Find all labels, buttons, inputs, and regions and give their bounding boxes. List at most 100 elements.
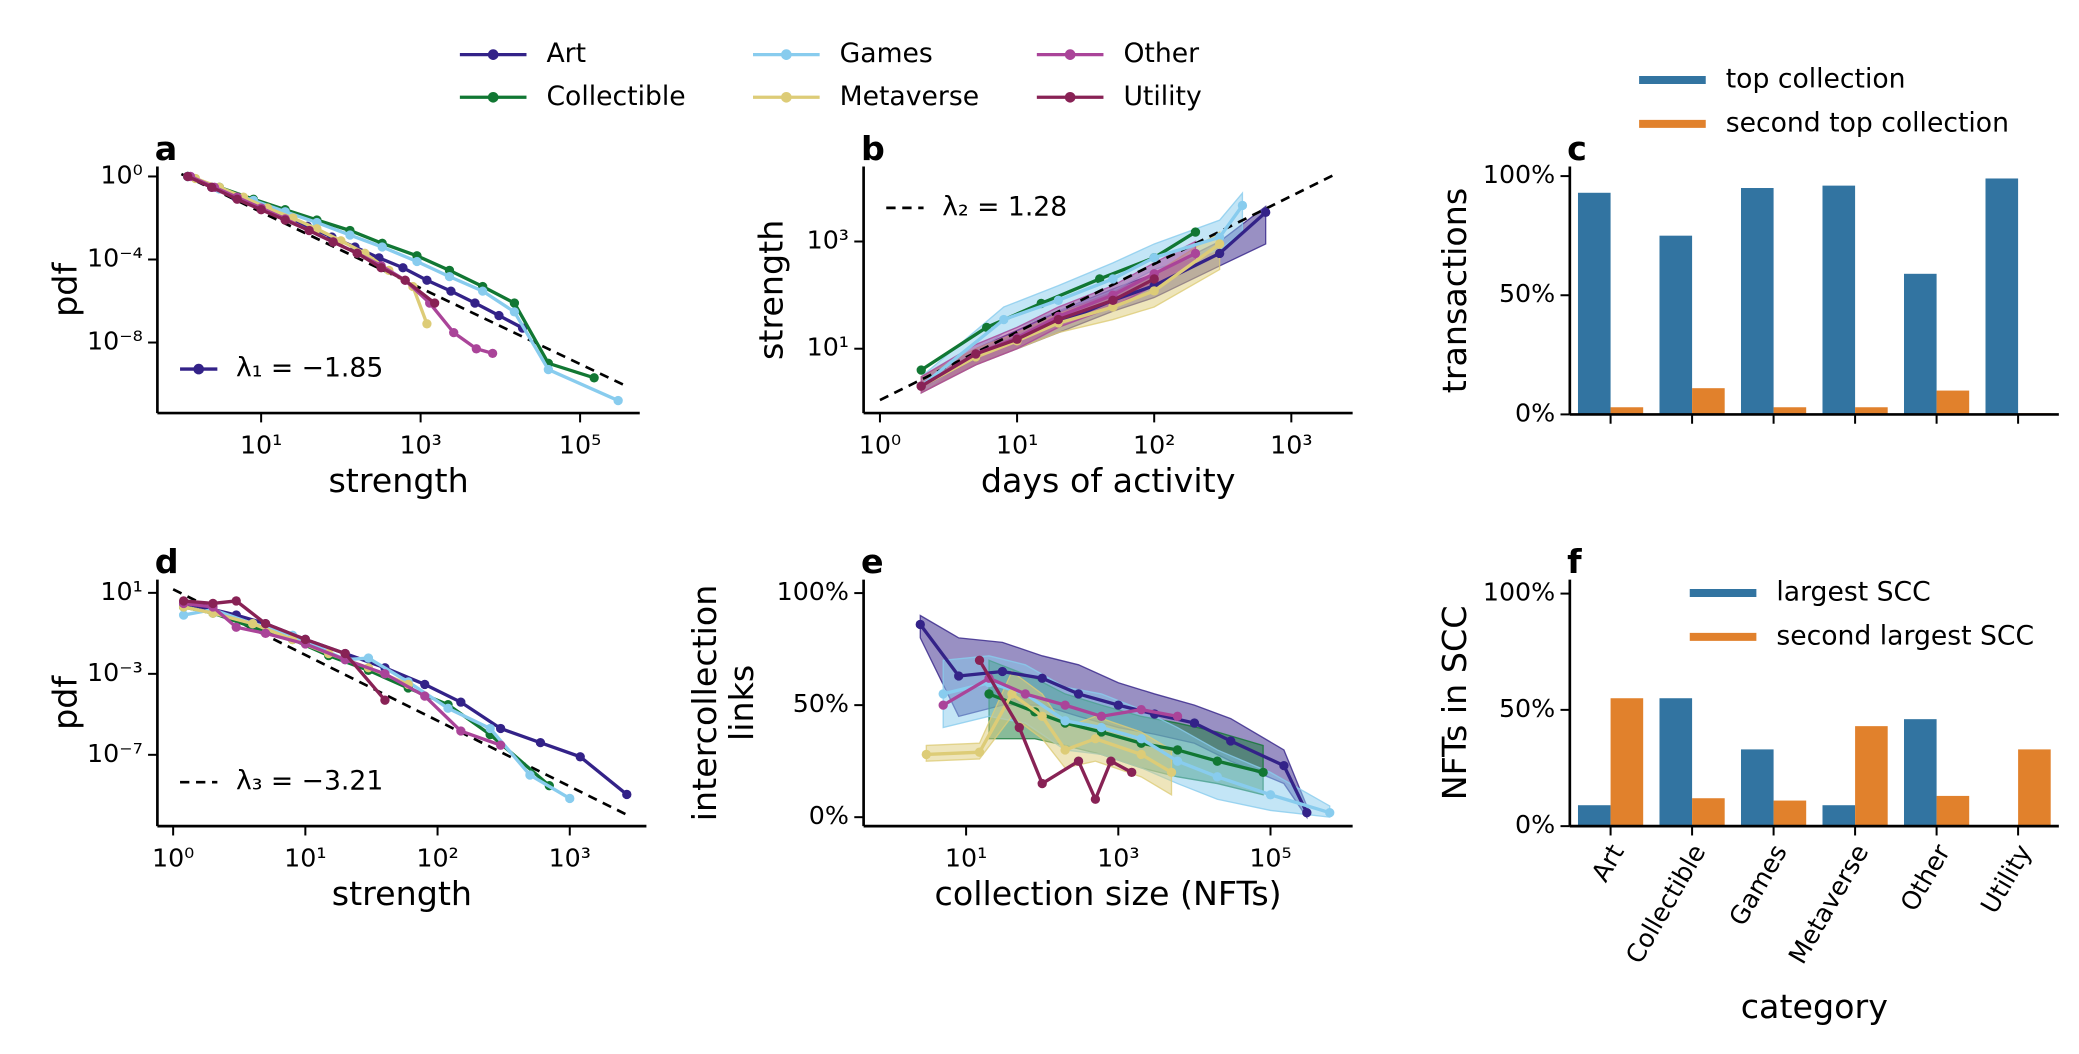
data-point — [1113, 700, 1123, 710]
data-point — [954, 671, 964, 681]
series-line — [926, 691, 1173, 774]
y-axis-label: strength — [752, 220, 791, 360]
fit-line — [879, 174, 1334, 402]
y-tick-label: 10⁻⁴ — [87, 244, 143, 273]
data-point — [1060, 700, 1070, 710]
data-point — [1214, 239, 1225, 249]
y-tick-label: 10⁻⁷ — [87, 739, 143, 768]
x-axis-label: days of activity — [981, 461, 1236, 500]
data-point — [345, 230, 355, 240]
x-tick-label: 10³ — [1097, 843, 1139, 872]
data-point — [1007, 689, 1017, 699]
data-point — [1325, 808, 1335, 818]
data-point — [340, 648, 350, 659]
x-tick-label: Other — [1895, 839, 1956, 916]
legend-label: Art — [546, 38, 586, 69]
bar — [1692, 798, 1725, 827]
data-point — [376, 263, 386, 273]
legend-label: Utility — [1123, 81, 1201, 112]
data-point — [613, 395, 623, 406]
data-point — [248, 619, 258, 629]
legend-label: second top collection — [1726, 107, 2009, 138]
data-point — [231, 622, 241, 632]
bar — [1773, 800, 1807, 827]
panel-letter: c — [1567, 129, 1587, 168]
bar — [1855, 726, 1888, 827]
legend-label: Other — [1123, 38, 1199, 69]
y-tick-label: 0% — [1515, 810, 1555, 839]
y-tick-label: 10⁻³ — [87, 658, 143, 687]
data-point — [1166, 767, 1177, 778]
data-point — [1136, 734, 1146, 744]
legend-marker — [487, 91, 499, 103]
data-point — [543, 364, 554, 375]
data-point — [444, 271, 455, 282]
data-point — [1237, 200, 1248, 211]
data-point — [984, 689, 994, 699]
bar — [1822, 805, 1856, 827]
data-point — [1096, 711, 1107, 721]
data-point — [352, 248, 362, 258]
x-axis-label: collection size (NFTs) — [935, 874, 1282, 913]
data-point — [422, 275, 432, 285]
legend-label: λ₃ = −3.21 — [236, 766, 383, 797]
series-line — [183, 605, 551, 787]
data-point — [1012, 334, 1022, 344]
data-point — [1279, 760, 1289, 771]
data-point — [1190, 248, 1201, 259]
panel-letter: f — [1567, 542, 1582, 581]
legend-label: λ₂ = 1.28 — [942, 191, 1067, 222]
data-point — [1020, 689, 1030, 699]
x-tick-label: 10⁰ — [859, 430, 901, 459]
data-point — [575, 752, 585, 762]
data-point — [1136, 704, 1146, 715]
data-point — [304, 225, 314, 236]
data-point — [1108, 274, 1118, 284]
data-point — [1053, 314, 1064, 325]
bar — [1985, 178, 2019, 415]
data-point — [280, 215, 290, 225]
legend-label: second largest SCC — [1776, 620, 2034, 651]
data-point — [1096, 722, 1107, 733]
data-point — [377, 242, 387, 252]
data-point — [456, 726, 466, 736]
data-point — [1060, 745, 1070, 755]
data-point — [380, 669, 390, 679]
panel-letter: a — [155, 129, 177, 168]
data-point — [1037, 673, 1047, 683]
data-point — [1090, 794, 1101, 804]
y-axis-label: NFTs in SCC — [1435, 605, 1474, 800]
legend-marker — [780, 49, 792, 60]
data-point — [1190, 227, 1201, 237]
data-point — [495, 740, 506, 750]
bar — [1855, 407, 1888, 415]
y-tick-label: 10¹ — [100, 577, 142, 606]
data-point — [1302, 808, 1312, 818]
legend-label: largest SCC — [1776, 576, 1930, 607]
data-point — [232, 194, 242, 204]
bar — [1610, 698, 1644, 827]
x-tick-label: 10⁵ — [1249, 843, 1291, 872]
data-point — [1149, 252, 1159, 263]
data-point — [1127, 767, 1137, 778]
data-point — [1136, 749, 1146, 760]
bar — [1740, 188, 1774, 415]
data-point — [400, 275, 410, 285]
x-tick-label: Metaverse — [1783, 839, 1874, 968]
bar — [1740, 749, 1774, 827]
bar — [1692, 388, 1725, 415]
series-line — [187, 174, 595, 380]
data-point — [471, 344, 482, 354]
x-tick-label: 10¹ — [945, 843, 987, 872]
data-point — [1258, 767, 1268, 778]
data-point — [1037, 778, 1047, 789]
x-tick-label: Art — [1586, 839, 1630, 886]
data-point — [398, 263, 408, 273]
y-tick-label: 100% — [777, 577, 849, 606]
y-tick-label: 10¹ — [807, 333, 849, 362]
data-point — [974, 655, 985, 665]
data-point — [183, 171, 193, 182]
bar — [1577, 805, 1611, 827]
data-point — [1014, 722, 1024, 733]
data-point — [1214, 232, 1225, 242]
